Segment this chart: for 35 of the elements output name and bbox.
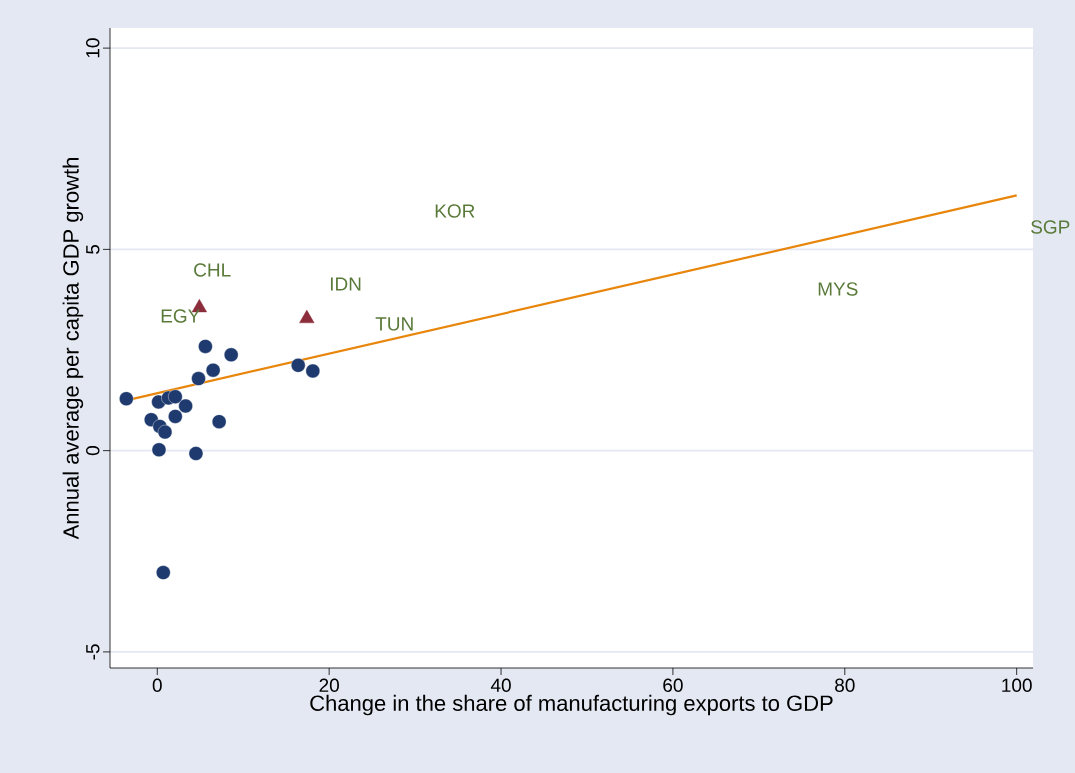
y-tick-label: 5: [86, 244, 100, 254]
point: [188, 446, 204, 461]
point: [299, 309, 315, 324]
annotation: MYS: [818, 282, 858, 296]
point: [119, 391, 134, 406]
point: [178, 398, 193, 414]
x-tick-label: 20: [319, 678, 339, 692]
point: [157, 424, 173, 440]
y-tick-label: -5: [86, 644, 100, 660]
x-tick-label: 80: [835, 678, 855, 692]
point: [198, 339, 213, 354]
point: [168, 409, 183, 424]
point: [211, 414, 227, 429]
annotation: EGY: [161, 309, 200, 323]
point: [156, 565, 171, 580]
annotation: KOR: [435, 204, 475, 218]
x-tick-label: 60: [663, 678, 683, 692]
point: [291, 358, 306, 373]
annotation: IDN: [330, 277, 361, 291]
point: [223, 347, 239, 363]
x-tick-label: 40: [490, 678, 511, 692]
point: [168, 389, 183, 404]
annotation: SGP: [1031, 220, 1070, 234]
y-tick-label: 10: [86, 38, 100, 58]
x-axis-title: Change in the share of manufacturing exports to GDP: [310, 694, 833, 716]
point: [151, 442, 167, 458]
annotation: CHL: [194, 263, 231, 277]
point: [205, 362, 221, 378]
x-tick-label: 100: [1002, 678, 1032, 692]
y-tick-label: 0: [86, 446, 100, 456]
y-axis-title: Annual average per capita GDP growth: [62, 158, 84, 540]
annotation: TUN: [375, 317, 413, 331]
point: [191, 371, 206, 386]
point: [305, 363, 321, 379]
x-tick-label: 0: [152, 678, 162, 692]
